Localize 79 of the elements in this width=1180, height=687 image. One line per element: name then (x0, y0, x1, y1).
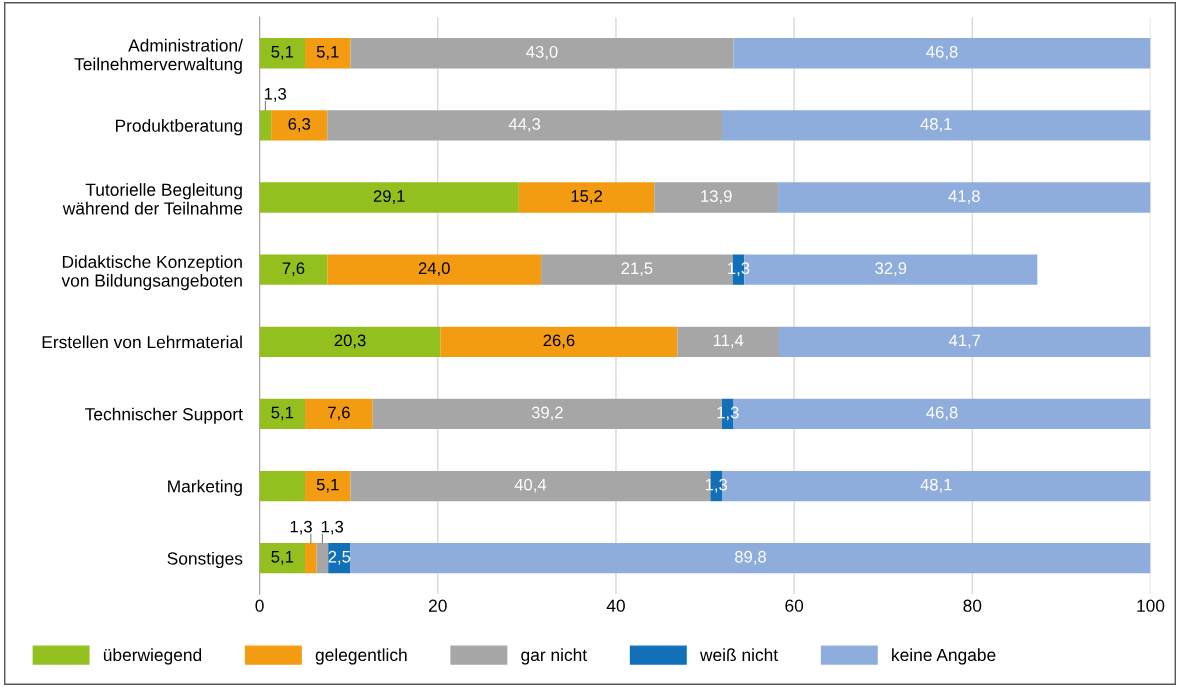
bar (677, 326, 779, 357)
data-label: 6,3 (288, 118, 311, 132)
data-label: 21,5 (621, 262, 653, 277)
bar (271, 110, 328, 141)
x-tick-label: 40 (606, 599, 625, 612)
legend-label: überwiegend (103, 648, 202, 665)
x-tick-label: 20 (429, 599, 447, 612)
bar (259, 38, 306, 69)
legend-label: keine Angabe (892, 648, 996, 665)
bar (259, 470, 306, 502)
bar (259, 398, 306, 430)
data-label: 2,5 (328, 550, 351, 565)
data-label: 48,1 (920, 478, 952, 493)
data-label: 5,1 (271, 406, 294, 421)
y-tick-label: Technischer Support (85, 407, 243, 424)
bar (259, 543, 306, 574)
data-label: 7,6 (282, 262, 305, 277)
bar (316, 543, 329, 574)
data-label: 5,1 (316, 478, 339, 493)
bar (259, 182, 519, 213)
y-tick-label: Tutorielle Begleitung während der Teilnahme (62, 183, 243, 215)
data-label: 7,6 (328, 406, 350, 421)
data-label: 1,3 (728, 262, 750, 277)
data-label: 41,8 (948, 190, 980, 204)
y-tick-label: Sonstiges (167, 551, 243, 569)
y-tick-label: Erstellen von Lehrmaterial (42, 335, 242, 349)
bar (778, 182, 1151, 213)
legend-label: gar nicht (521, 648, 587, 665)
data-label: 40,4 (514, 478, 547, 493)
y-tick-label: Marketing (168, 479, 242, 496)
data-label: 39,2 (531, 406, 563, 421)
data-label: 5,1 (271, 46, 294, 60)
data-label: 46,8 (926, 45, 958, 60)
data-label: 1,3 (264, 87, 287, 102)
bar (327, 254, 542, 285)
bar (654, 182, 779, 213)
data-label: 1,3 (321, 520, 344, 535)
x-tick-label: 0 (255, 599, 264, 612)
data-label: 15,2 (571, 190, 602, 204)
data-label: 5,1 (271, 551, 294, 565)
data-label: 20,3 (334, 334, 366, 349)
data-label: 11,4 (713, 334, 744, 349)
bar (305, 398, 373, 430)
legend-label: gelegentlich (315, 648, 407, 665)
data-label: 43,0 (526, 45, 558, 60)
bar (733, 38, 1151, 69)
data-label: 41,7 (948, 334, 981, 349)
data-label: 32,9 (875, 262, 907, 277)
data-label: 1,3 (717, 406, 739, 421)
data-label: 29,1 (373, 190, 405, 204)
data-label: 48,1 (920, 118, 952, 132)
data-label: 13,9 (701, 190, 732, 204)
y-tick-label: Administration/ Teilnehmerverwaltung (74, 38, 243, 74)
bar (305, 543, 317, 574)
bar (721, 110, 1151, 141)
y-tick-label: Didaktische Konzeption von Bildungsangeboten (61, 255, 242, 291)
x-tick-label: 60 (785, 599, 804, 612)
bar (440, 326, 678, 357)
bar (327, 110, 722, 141)
data-label: 24,0 (418, 262, 450, 277)
bar (259, 110, 272, 141)
x-tick-label: 100 (1137, 599, 1165, 612)
y-tick-label: Produktberatung (116, 119, 242, 136)
legend-label: weiß nicht (699, 648, 778, 662)
bar (259, 254, 328, 285)
data-label: 46,8 (926, 406, 958, 421)
data-label: 26,6 (543, 334, 575, 349)
data-label: 89,8 (734, 550, 766, 565)
data-label: 5,1 (316, 46, 339, 60)
bar (778, 326, 1151, 357)
x-tick-label: 80 (963, 599, 982, 612)
bar (518, 182, 655, 213)
bar (305, 470, 351, 502)
bar (305, 38, 351, 69)
data-label: 1,3 (290, 520, 312, 535)
bar (350, 38, 734, 69)
bar (259, 326, 441, 357)
bar (350, 543, 1151, 574)
data-label: 44,3 (508, 118, 541, 132)
